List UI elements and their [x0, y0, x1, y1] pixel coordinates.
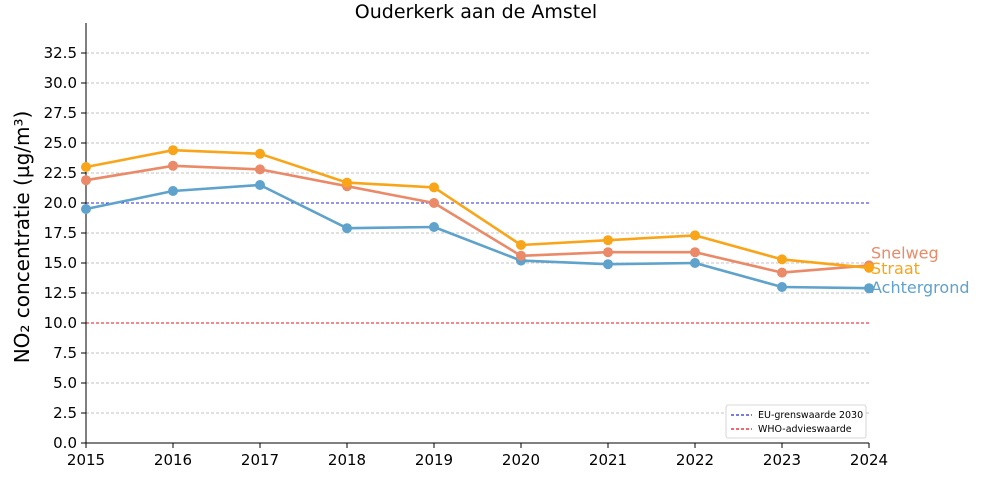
- data-point-achtergrond: [81, 204, 91, 214]
- data-point-snelweg: [255, 164, 265, 175]
- data-point-straat: [516, 240, 526, 250]
- end-label-achtergrond: Achtergrond: [871, 278, 969, 297]
- x-tick-label: 2019: [415, 451, 453, 469]
- end-label-snelweg: Snelweg: [871, 243, 939, 262]
- legend-box: [725, 404, 867, 439]
- series-line-achtergrond: [85, 183, 870, 290]
- x-tick-label: 2018: [328, 451, 366, 469]
- chart-title: Ouderkerk aan de Amstel: [355, 1, 597, 23]
- series-line-snelweg: [85, 164, 870, 274]
- data-point-snelweg: [603, 247, 613, 258]
- x-tick-label: 2020: [502, 451, 540, 469]
- y-tick-label: 27.5: [44, 104, 77, 122]
- grid-lines: [86, 52, 869, 414]
- y-tick-label: 7.5: [53, 344, 77, 362]
- y-tick-label: 5.0: [53, 374, 77, 392]
- y-tick-label: 20.0: [44, 194, 77, 212]
- y-tick-label: 2.5: [53, 404, 77, 422]
- data-point-straat: [777, 254, 787, 265]
- y-tick-label: 12.5: [44, 284, 77, 302]
- data-point-straat: [690, 230, 700, 241]
- y-tick-label: 30.0: [44, 74, 77, 92]
- data-point-straat: [168, 145, 178, 156]
- x-tick-label: 2017: [241, 451, 279, 469]
- series-line-straat: [85, 148, 870, 270]
- y-tick-label: 0.0: [53, 434, 77, 452]
- data-point-achtergrond: [777, 282, 787, 292]
- y-tick-label: 10.0: [44, 314, 77, 332]
- legend: EU-grenswaarde 2030 WHO-advieswaarde: [725, 404, 867, 439]
- data-point-achtergrond: [429, 222, 439, 232]
- y-axis-label: NO₂ concentratie (µg/m³): [10, 111, 34, 364]
- x-tick-label: 2023: [763, 451, 801, 469]
- x-tick-label: 2021: [589, 451, 627, 469]
- y-tick-label: 25.0: [44, 134, 77, 152]
- y-tick-label: 17.5: [44, 224, 77, 242]
- legend-label-eu: EU-grenswaarde 2030: [758, 410, 863, 421]
- data-point-snelweg: [168, 160, 178, 171]
- legend-label-who: WHO-advieswaarde: [758, 424, 852, 435]
- data-point-achtergrond: [255, 180, 265, 190]
- y-tick-label: 22.5: [44, 164, 77, 182]
- data-point-straat: [81, 162, 91, 172]
- x-tick-label: 2022: [676, 451, 714, 469]
- data-point-straat: [603, 235, 613, 246]
- data-point-achtergrond: [342, 223, 352, 234]
- data-point-straat: [864, 262, 874, 273]
- end-label-straat: Straat: [871, 259, 920, 278]
- y-tick-labels: 0.0 2.5 5.0 7.5 10.0 12.5 15.0 17.5 20.0 22.5 25.0…: [44, 44, 77, 452]
- data-point-snelweg: [81, 175, 91, 186]
- x-tick-label: 2024: [850, 451, 888, 469]
- x-tick-labels: 2015 2016 2017 2018 2019 2020 2021 2022 2023 2024: [67, 451, 888, 469]
- x-tick-label: 2016: [154, 451, 192, 469]
- data-point-snelweg: [777, 267, 787, 278]
- data-point-snelweg: [429, 198, 439, 208]
- data-point-straat: [342, 177, 352, 188]
- data-point-straat: [255, 148, 265, 159]
- data-point-snelweg: [516, 250, 526, 261]
- y-tick-label: 15.0: [44, 254, 77, 272]
- reference-lines: [86, 202, 869, 324]
- y-tick-label: 32.5: [44, 44, 77, 62]
- data-point-achtergrond: [864, 283, 874, 294]
- data-point-achtergrond: [168, 186, 178, 196]
- x-tick-label: 2015: [67, 451, 105, 469]
- data-point-snelweg: [690, 247, 700, 258]
- data-point-straat: [429, 182, 439, 193]
- axes: [81, 23, 870, 448]
- data-point-achtergrond: [690, 258, 700, 268]
- series-lines: [81, 145, 874, 294]
- data-point-achtergrond: [603, 259, 613, 270]
